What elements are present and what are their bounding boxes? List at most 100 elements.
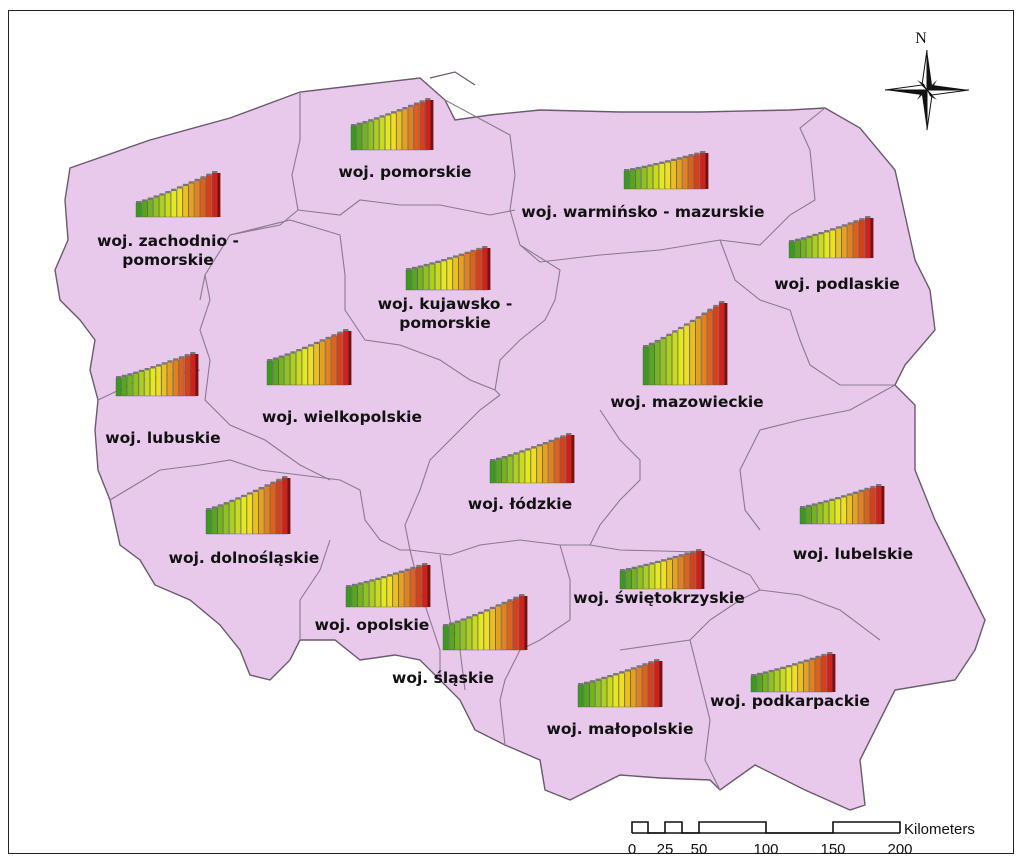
chart-bar bbox=[495, 606, 502, 651]
chart-bar bbox=[319, 341, 326, 386]
chart-bar-cap bbox=[620, 569, 626, 571]
chart-bar-cap bbox=[127, 373, 133, 376]
chart-bar-cap bbox=[272, 357, 279, 360]
chart-bar-cap bbox=[654, 659, 660, 661]
chart-bar-cap bbox=[454, 620, 460, 623]
chart-bar-cap bbox=[402, 107, 408, 109]
chart-bar bbox=[690, 552, 696, 590]
chart-bar-cap bbox=[513, 596, 519, 599]
chart-bar-cap bbox=[270, 481, 276, 484]
chart-bar bbox=[182, 185, 189, 218]
chart-bar-cap bbox=[655, 560, 661, 563]
chart-bar bbox=[235, 499, 241, 535]
chart-bar-cap bbox=[800, 237, 806, 240]
scale-unit: Kilometers bbox=[904, 821, 975, 838]
chart-bar bbox=[313, 343, 320, 386]
chart-bar-cap bbox=[423, 263, 429, 266]
chart-bar-cap bbox=[368, 119, 374, 122]
region-label-line: woj. świętokrzyskie bbox=[573, 589, 744, 607]
chart-bar-cap bbox=[190, 352, 196, 354]
chart-bar-cap bbox=[829, 498, 835, 501]
map-frame bbox=[8, 10, 1014, 854]
chart-bar-cap bbox=[661, 559, 667, 562]
chart-bar bbox=[281, 477, 288, 535]
chart-bar-cap bbox=[583, 681, 590, 684]
region-chart-malopolskie bbox=[577, 659, 663, 708]
chart-bar bbox=[172, 360, 179, 397]
chart-bar bbox=[835, 228, 842, 259]
chart-bar-cap bbox=[178, 356, 184, 359]
chart-bar-cap bbox=[835, 497, 841, 499]
north-arrow: N bbox=[884, 30, 970, 131]
chart-bar bbox=[750, 675, 757, 693]
chart-bar bbox=[178, 358, 185, 397]
chart-bar-cap bbox=[696, 549, 702, 551]
region-label-mazowieckie: woj. mazowieckie bbox=[610, 393, 763, 411]
chart-bar-cap bbox=[478, 611, 484, 614]
chart-bar bbox=[165, 192, 171, 218]
chart-bar-cap bbox=[660, 336, 666, 339]
chart-bar bbox=[823, 231, 830, 259]
chart-bar-cap bbox=[630, 667, 636, 670]
chart-bar bbox=[442, 625, 449, 651]
chart-bar-cap bbox=[252, 489, 259, 492]
region-label-line: woj. wielkopolskie bbox=[262, 408, 422, 426]
chart-bar-cap bbox=[356, 122, 362, 125]
chart-bar bbox=[211, 508, 218, 535]
chart-bar bbox=[454, 622, 461, 651]
chart-bar-cap bbox=[823, 500, 829, 503]
chart-bar-cap bbox=[636, 665, 642, 668]
chart-bar-cap bbox=[501, 456, 507, 458]
chart-bar-cap bbox=[156, 364, 162, 367]
chart-bar bbox=[184, 355, 190, 397]
chart-bar bbox=[325, 338, 332, 386]
chart-bar bbox=[380, 577, 387, 608]
region-label-line: woj. opolskie bbox=[315, 616, 430, 634]
chart-bar bbox=[252, 491, 259, 535]
region-label-slaskie: woj. śląskie bbox=[392, 669, 494, 687]
chart-bar-cap bbox=[821, 653, 827, 656]
chart-bar bbox=[217, 506, 224, 535]
chart-bar-cap bbox=[177, 186, 183, 189]
chart-bar-cap bbox=[387, 574, 393, 577]
chart-bar bbox=[601, 678, 607, 708]
chart-bar bbox=[595, 680, 602, 708]
chart-bar bbox=[817, 503, 824, 525]
chart-bar bbox=[405, 269, 412, 291]
chart-side-shade bbox=[217, 173, 221, 217]
chart-bar bbox=[524, 450, 531, 484]
chart-bar-cap bbox=[408, 104, 414, 107]
region-chart-swietokrzyskie bbox=[619, 549, 705, 590]
chart-bar-cap bbox=[141, 199, 148, 202]
chart-bar-cap bbox=[666, 557, 673, 560]
chart-side-shade bbox=[571, 435, 575, 483]
chart-bar-cap bbox=[619, 671, 625, 674]
north-label: N bbox=[915, 30, 927, 47]
chart-bar-cap bbox=[800, 506, 806, 508]
chart-bar bbox=[258, 488, 265, 535]
chart-bar-cap bbox=[672, 330, 678, 333]
chart-bar bbox=[421, 564, 428, 608]
region-label-line: woj. podkarpackie bbox=[710, 692, 870, 710]
chart-side-shade bbox=[724, 303, 728, 385]
chart-bar bbox=[507, 601, 513, 651]
chart-bar bbox=[425, 99, 431, 151]
chart-bar bbox=[489, 608, 496, 651]
chart-bar-cap bbox=[200, 176, 206, 179]
chart-bar-cap bbox=[357, 582, 363, 585]
chart-bar bbox=[429, 264, 435, 291]
chart-bar-cap bbox=[780, 666, 786, 669]
chart-bar bbox=[678, 556, 685, 590]
chart-bar-cap bbox=[792, 663, 798, 666]
chart-bar bbox=[489, 460, 496, 484]
chart-bar-cap bbox=[811, 503, 817, 506]
chart-bar bbox=[642, 346, 649, 386]
region-label-line: woj. kujawsko - bbox=[378, 295, 513, 313]
chart-bar bbox=[519, 452, 525, 484]
chart-bar bbox=[672, 332, 678, 386]
chart-bar bbox=[694, 154, 700, 190]
chart-bar-cap bbox=[464, 251, 470, 254]
region-label-line: woj. dolnośląskie bbox=[169, 549, 320, 567]
chart-bar-cap bbox=[542, 442, 548, 444]
chart-bar-cap bbox=[425, 98, 431, 100]
